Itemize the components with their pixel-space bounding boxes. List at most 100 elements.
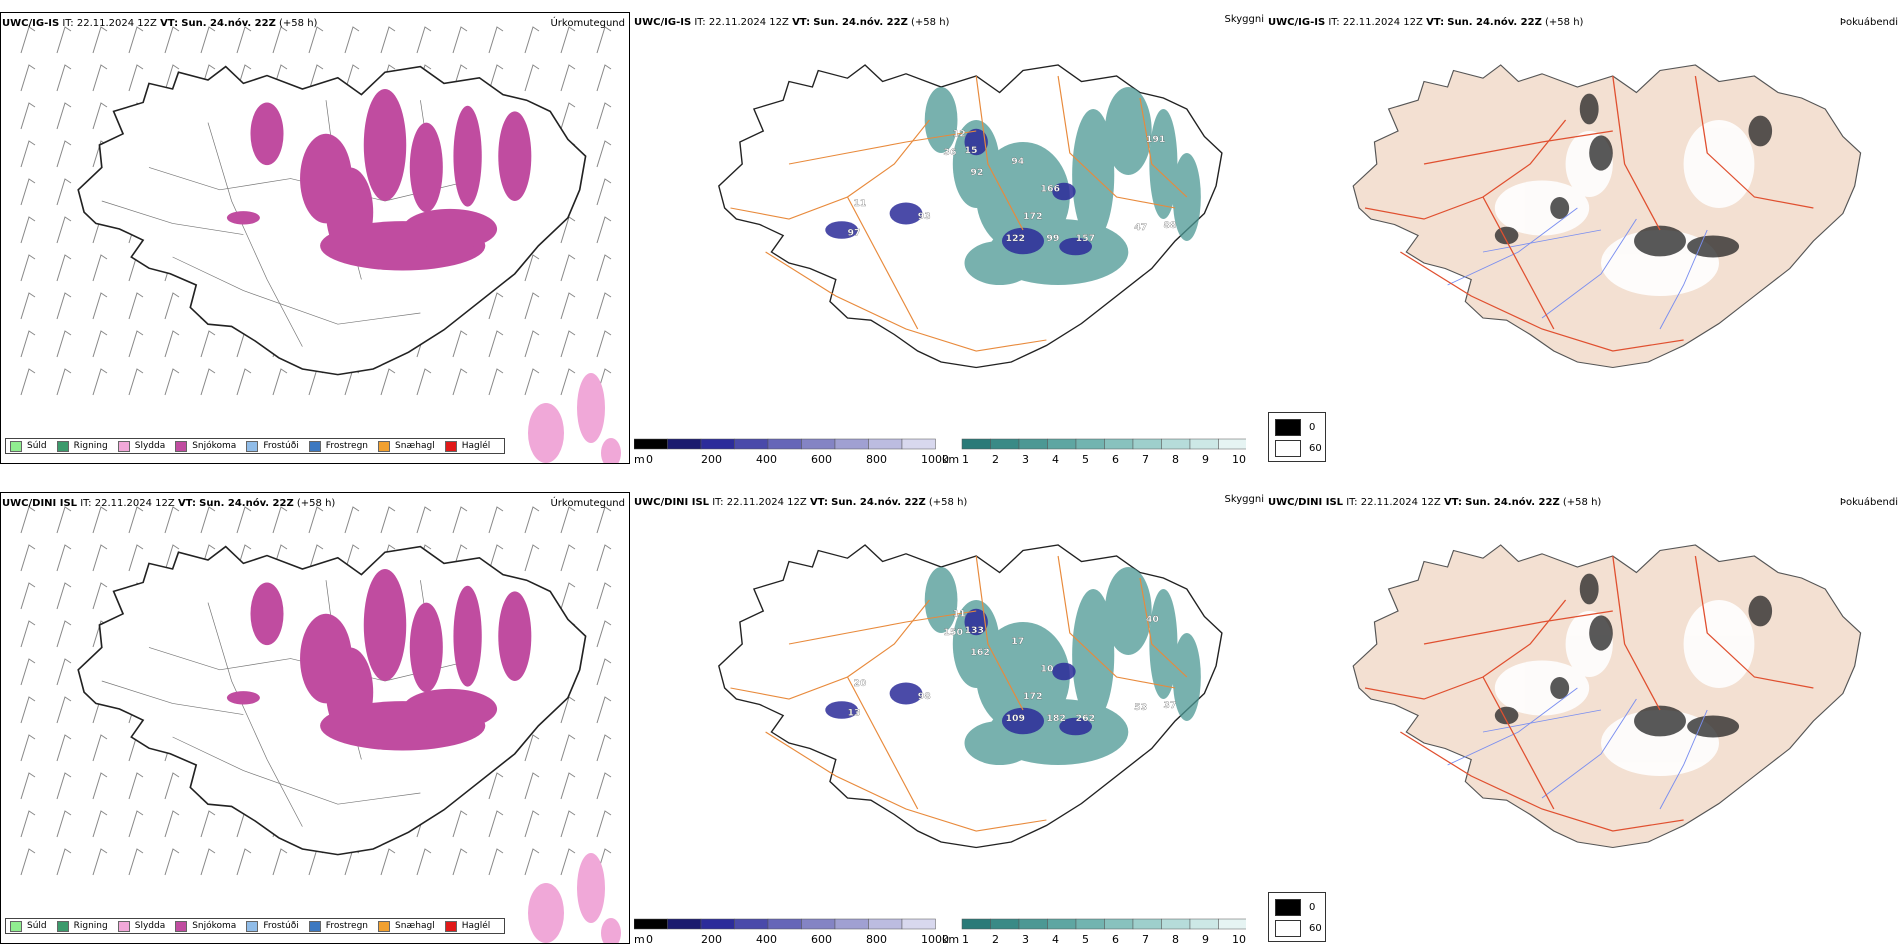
fog-high-areas xyxy=(1494,573,1773,738)
fog-legend: 0 60 xyxy=(1268,892,1326,942)
colorbar-tick: 2 xyxy=(992,453,999,466)
colorbar-swatch xyxy=(734,438,769,450)
legend-swatch xyxy=(246,920,259,932)
panel-title: Úrkomutegund xyxy=(550,18,625,29)
colorbar-swatch xyxy=(961,438,991,450)
legend-swatch xyxy=(378,920,391,932)
cloud-base-label: 11 xyxy=(853,199,866,209)
colorbar-tick: 400 xyxy=(756,453,777,466)
colorbar-tick: 6 xyxy=(1112,453,1119,466)
fog-map xyxy=(1352,544,1862,849)
colorbar-swatch xyxy=(901,438,936,450)
legend-swatch xyxy=(444,920,457,932)
colorbar-tick: 200 xyxy=(701,933,722,946)
legend-swatch xyxy=(175,920,188,932)
colorbar-tick: 1 xyxy=(962,453,969,466)
issue-time: 22.11.2024 12Z xyxy=(726,497,807,508)
cloud-base-label: 17 xyxy=(1011,637,1024,647)
colorbar-tick: 0 xyxy=(646,453,653,466)
colorbar-tick: 5 xyxy=(1082,933,1089,946)
colorbar-unit: m xyxy=(634,933,645,946)
legend-item: Rigning xyxy=(56,440,108,452)
fog-legend-item: 0 xyxy=(1275,899,1315,916)
issue-time: 22.11.2024 12Z xyxy=(1342,17,1423,28)
cloud-base-label: 20 xyxy=(853,679,866,689)
legend-label: Snjókoma xyxy=(192,441,237,451)
colorbar-swatch xyxy=(1047,438,1077,450)
legend-item: Frostúði xyxy=(246,920,299,932)
colorbar-swatch xyxy=(1189,438,1219,450)
cloud-base-label: 47 xyxy=(1134,223,1147,233)
cloud-labels: 93 97 11 12 15 36 94 92 166 172 122 99 157 47 88 191 xyxy=(847,130,1176,244)
model-name: UWC/DINI ISL xyxy=(2,498,78,509)
cloud-base-label: 182 xyxy=(1046,714,1066,724)
issue-time: 22.11.2024 12Z xyxy=(708,17,789,28)
legend-label: Snæhagl xyxy=(395,921,435,931)
colorbar-swatch xyxy=(767,438,802,450)
legend-item: Snjókoma xyxy=(175,920,237,932)
colorbar-tick: 10 xyxy=(1232,933,1246,946)
colorbar-swatch xyxy=(633,918,668,930)
legend-swatch xyxy=(308,440,321,452)
precip-type-panel: UWC/DINI ISL IT: 22.11.2024 12Z VT: Sun.… xyxy=(0,492,630,944)
visibility-colorbar: km 1 2 3 4 5 6 7 8 9 10 xyxy=(942,437,1248,467)
colorbar-swatch xyxy=(1218,918,1248,930)
cloud-base-label: 12 xyxy=(953,130,966,140)
valid-label: VT: xyxy=(809,497,828,508)
fog-legend-label: 0 xyxy=(1309,902,1316,913)
lead-time: (+58 h) xyxy=(1545,17,1584,28)
colorbar-swatch xyxy=(801,438,836,450)
lead-time: (+58 h) xyxy=(296,498,336,509)
legend-item: Snæhagl xyxy=(378,920,435,932)
legend-label: Snjókoma xyxy=(192,921,237,931)
fog-map xyxy=(1352,64,1862,369)
issue-time: 22.11.2024 12Z xyxy=(1360,497,1441,508)
rivers xyxy=(1447,687,1708,810)
legend-item: Slydda xyxy=(117,440,165,452)
colorbar-swatch xyxy=(834,918,869,930)
legend-swatch xyxy=(117,920,130,932)
colorbar-swatch xyxy=(1104,918,1134,930)
colorbar-swatch xyxy=(1161,918,1191,930)
snow-areas xyxy=(226,569,532,751)
cloud-base-label: 37 xyxy=(1163,701,1176,711)
cloud-base-label: 133 xyxy=(965,626,985,636)
lead-time: (+58 h) xyxy=(911,17,950,28)
precip-type-panel: UWC/IG-IS IT: 22.11.2024 12Z VT: Sun. 24… xyxy=(0,12,630,464)
cloud-base-label: 122 xyxy=(1005,234,1025,244)
colorbar-swatch xyxy=(1047,918,1077,930)
colorbar-swatch xyxy=(901,918,936,930)
colorbar-swatch xyxy=(834,438,869,450)
legend-item: Slydda xyxy=(117,920,165,932)
colorbar-swatch xyxy=(868,438,903,450)
legend-swatch xyxy=(444,440,457,452)
fog-legend-swatch xyxy=(1275,419,1301,436)
road-network xyxy=(1364,75,1814,352)
colorbar-swatch xyxy=(1018,918,1048,930)
legend-label: Frostúði xyxy=(263,441,299,451)
colorbar-swatch xyxy=(801,918,836,930)
precip-type-legend: Súld Rigning Slydda Snjókoma Frostúði Frostre… xyxy=(5,438,506,454)
iceland-land xyxy=(1352,64,1862,369)
cloud-base-field xyxy=(825,608,1093,736)
issue-time: 22.11.2024 12Z xyxy=(76,18,157,29)
legend-item: Súld xyxy=(10,920,47,932)
valid-time: Sun. 24.nóv. 22Z xyxy=(181,18,276,29)
issue-label: IT: xyxy=(712,497,724,508)
colorbar-tick: 1000 xyxy=(921,453,949,466)
cloud-base-field xyxy=(825,128,1093,256)
legend-swatch xyxy=(246,440,259,452)
cloud-base-label: 99 xyxy=(1046,234,1059,244)
model-name: UWC/IG-IS xyxy=(634,17,692,28)
road-network xyxy=(730,75,1188,352)
colorbar-swatch xyxy=(700,918,735,930)
legend-label: Haglél xyxy=(461,441,491,451)
fog-legend-swatch xyxy=(1275,899,1301,916)
cloud-base-label: 98 xyxy=(918,692,931,702)
model-name: UWC/DINI ISL xyxy=(1268,497,1344,508)
legend-item: Rigning xyxy=(56,920,108,932)
panel-title: Úrkomutegund xyxy=(550,498,625,509)
legend-swatch xyxy=(10,440,22,452)
colorbar-swatch xyxy=(734,918,769,930)
cloud-base-label: 36 xyxy=(943,148,956,158)
